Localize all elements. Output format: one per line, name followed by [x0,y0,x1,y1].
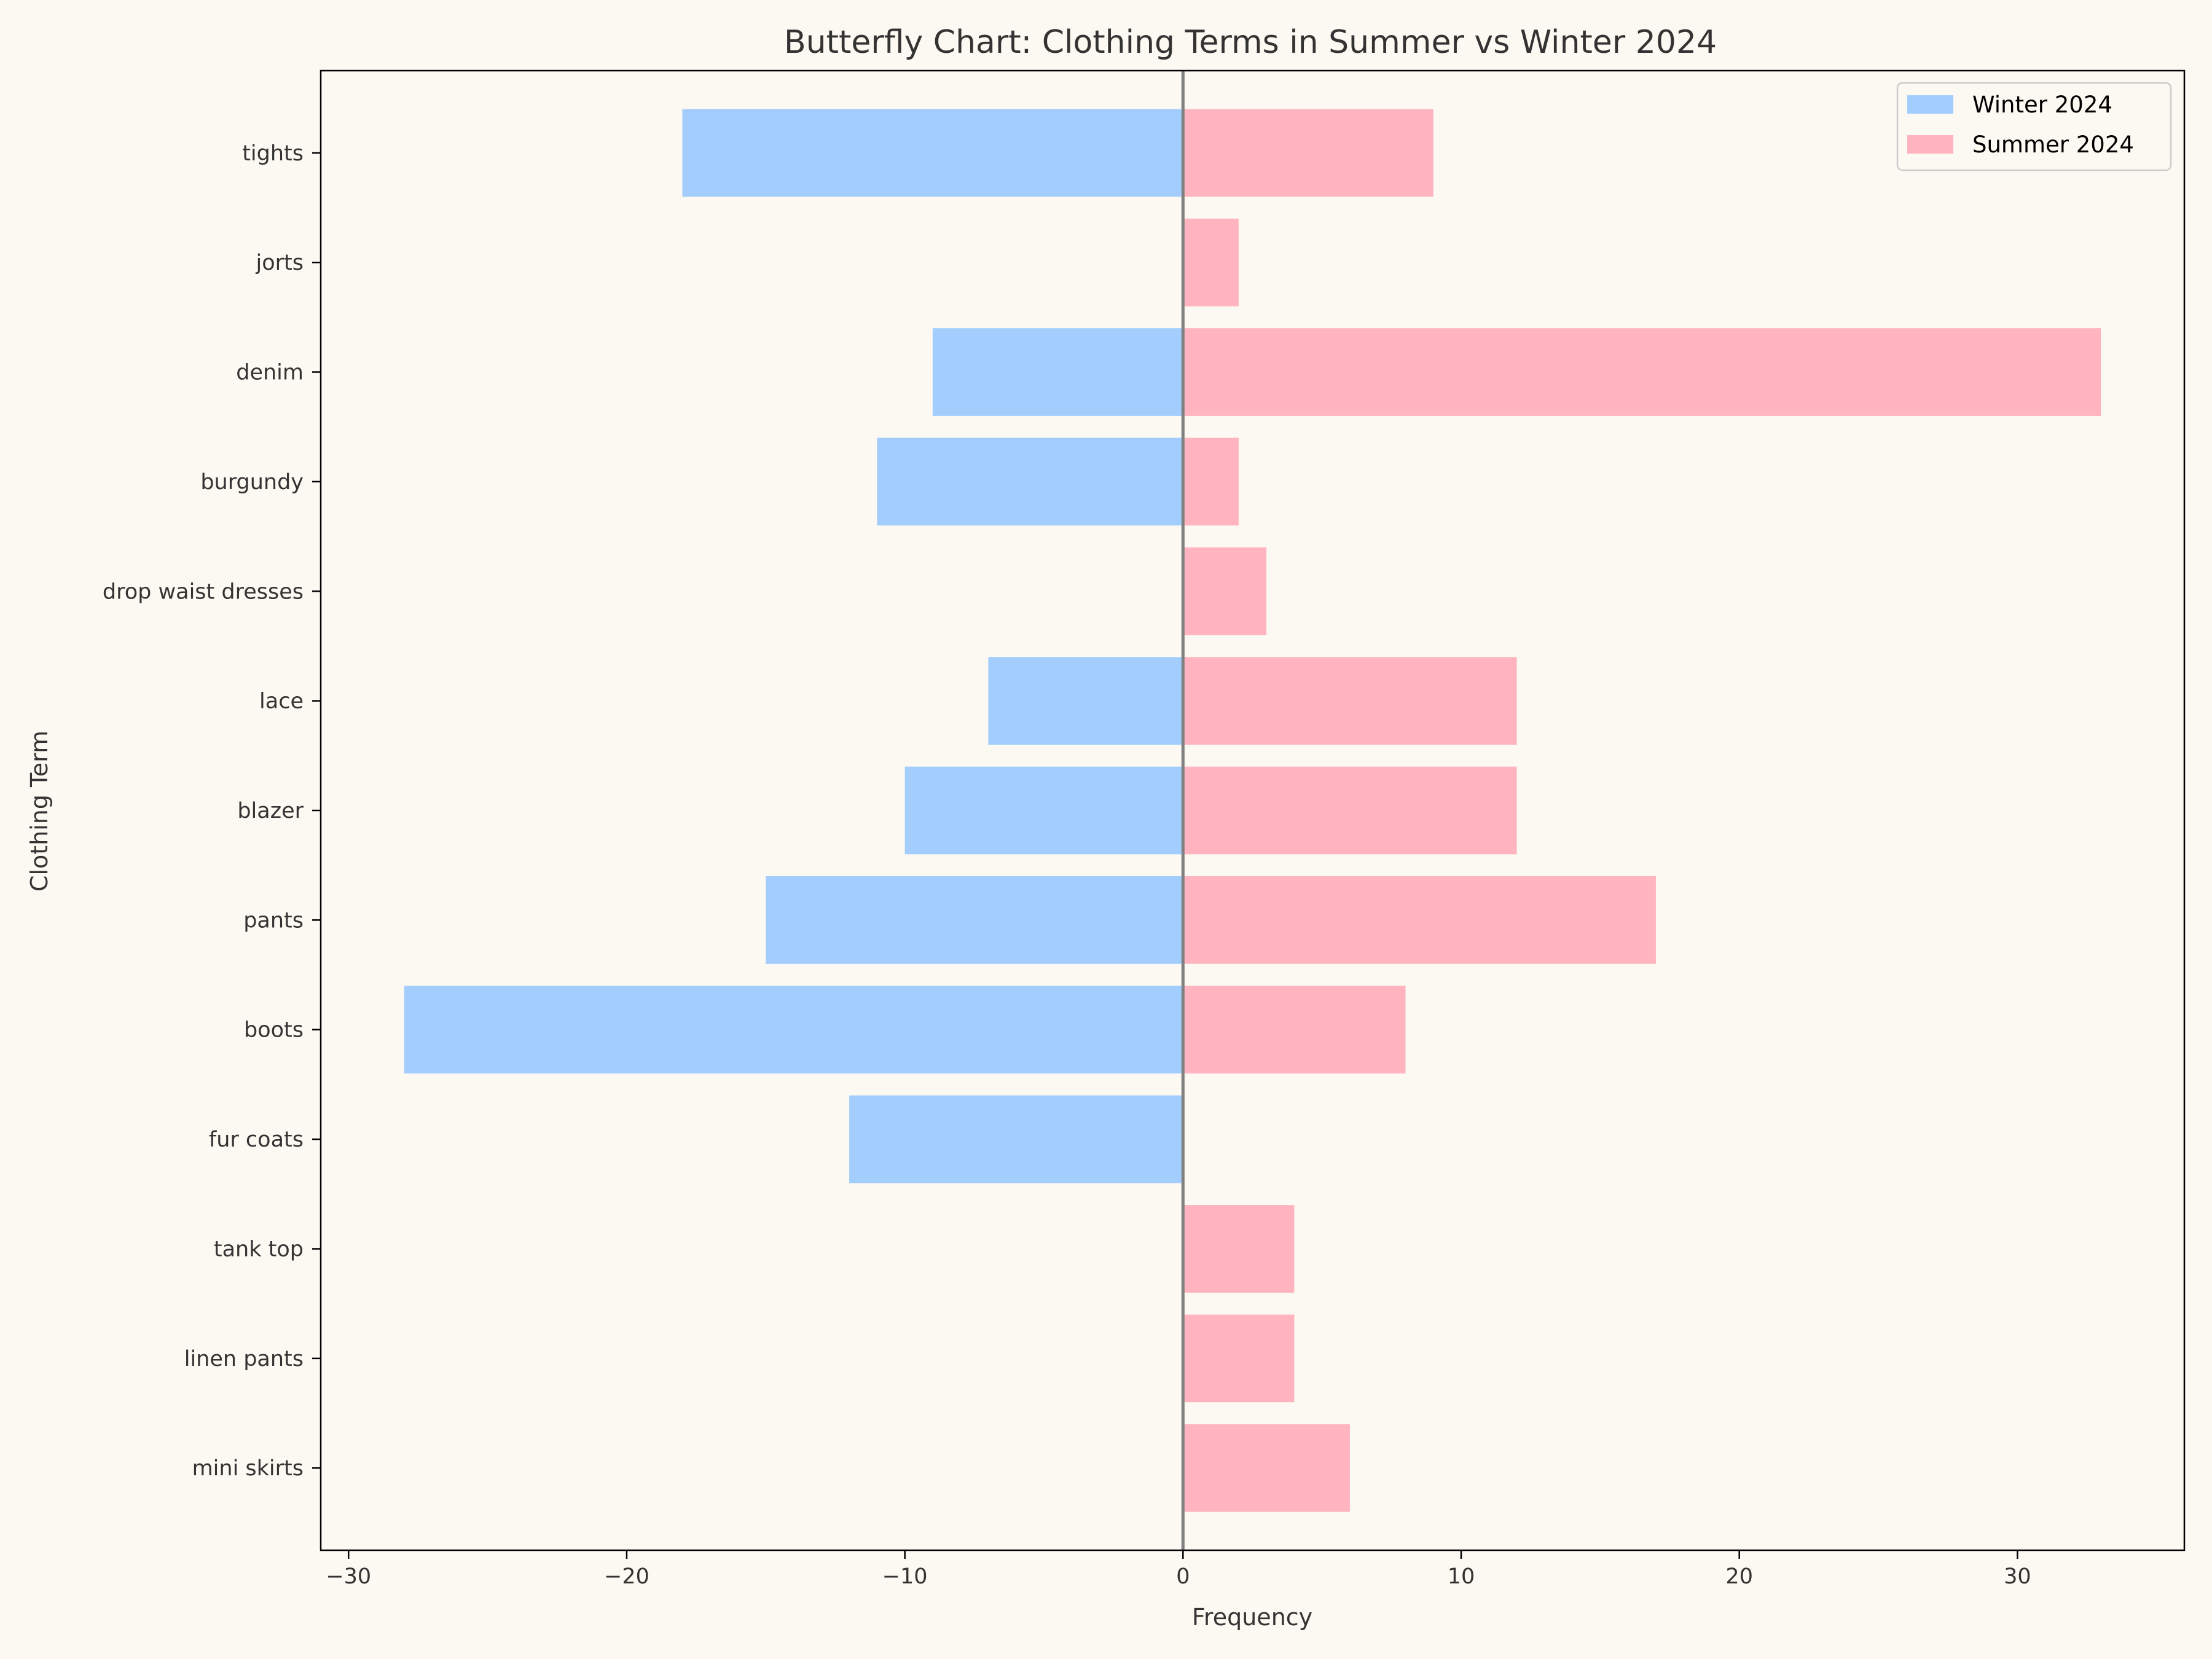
bar-winter-blazer [904,766,1183,855]
bar-winter-boots [404,986,1183,1074]
bar-summer-linen-pants [1183,1314,1295,1403]
y-tick-label: lace [259,689,304,714]
y-tick-label: blazer [237,799,304,823]
y-tick-label: tights [242,141,304,166]
x-tick-label: 30 [2004,1564,2031,1589]
x-axis: −30 −20 −10 0 10 20 30 [326,1550,2031,1589]
bar-summer-blazer [1183,766,1517,855]
bar-winter-tights [682,109,1183,197]
x-tick-label: 10 [1448,1564,1475,1589]
y-tick-label: denim [236,361,304,385]
x-tick-label: −30 [326,1564,371,1589]
bar-summer-lace [1183,657,1517,745]
y-tick-label: drop waist dresses [103,579,304,604]
x-tick-label: 20 [1725,1564,1753,1589]
x-axis-label: Frequency [1192,1604,1312,1631]
bar-summer-mini-skirts [1183,1424,1350,1512]
y-axis: tights jorts denim burgundy drop waist dress… [103,141,321,1481]
legend-swatch-winter [1907,95,1953,114]
y-tick-label: boots [244,1018,304,1043]
bar-winter-denim [932,328,1183,416]
y-tick-label: tank top [214,1237,304,1261]
y-axis-label: Clothing Term [26,731,53,892]
y-tick-label: burgundy [200,470,304,495]
bar-winter-lace [988,657,1183,745]
bar-winter-fur-coats [849,1095,1183,1183]
bar-summer-burgundy [1183,437,1239,526]
y-tick-label: fur coats [209,1128,304,1152]
y-tick-label: jorts [256,251,304,275]
x-tick-label: −20 [604,1564,649,1589]
y-tick-label: mini skirts [192,1456,304,1481]
x-tick-label: −10 [882,1564,928,1589]
bar-summer-boots [1183,986,1406,1074]
bar-summer-jorts [1183,218,1239,307]
legend-label-winter: Winter 2024 [1972,92,2112,118]
bars-layer [404,109,2101,1512]
bar-winter-pants [766,876,1183,964]
bar-summer-drop-waist-dresses [1183,547,1267,635]
x-tick-label: 0 [1176,1564,1190,1589]
bar-summer-pants [1183,876,1656,964]
y-tick-label: linen pants [184,1347,304,1371]
chart-title: Butterfly Chart: Clothing Terms in Summe… [784,24,1717,61]
legend-box [1896,82,2172,171]
bar-summer-denim [1183,328,2101,416]
bar-winter-burgundy [877,437,1183,526]
bar-summer-tights [1183,109,1433,197]
y-tick-label: pants [243,908,304,933]
legend-swatch-summer [1907,135,1953,154]
legend-label-summer: Summer 2024 [1972,131,2134,158]
legend: Winter 2024 Summer 2024 [1896,82,2172,171]
bar-summer-tank-top [1183,1205,1295,1293]
